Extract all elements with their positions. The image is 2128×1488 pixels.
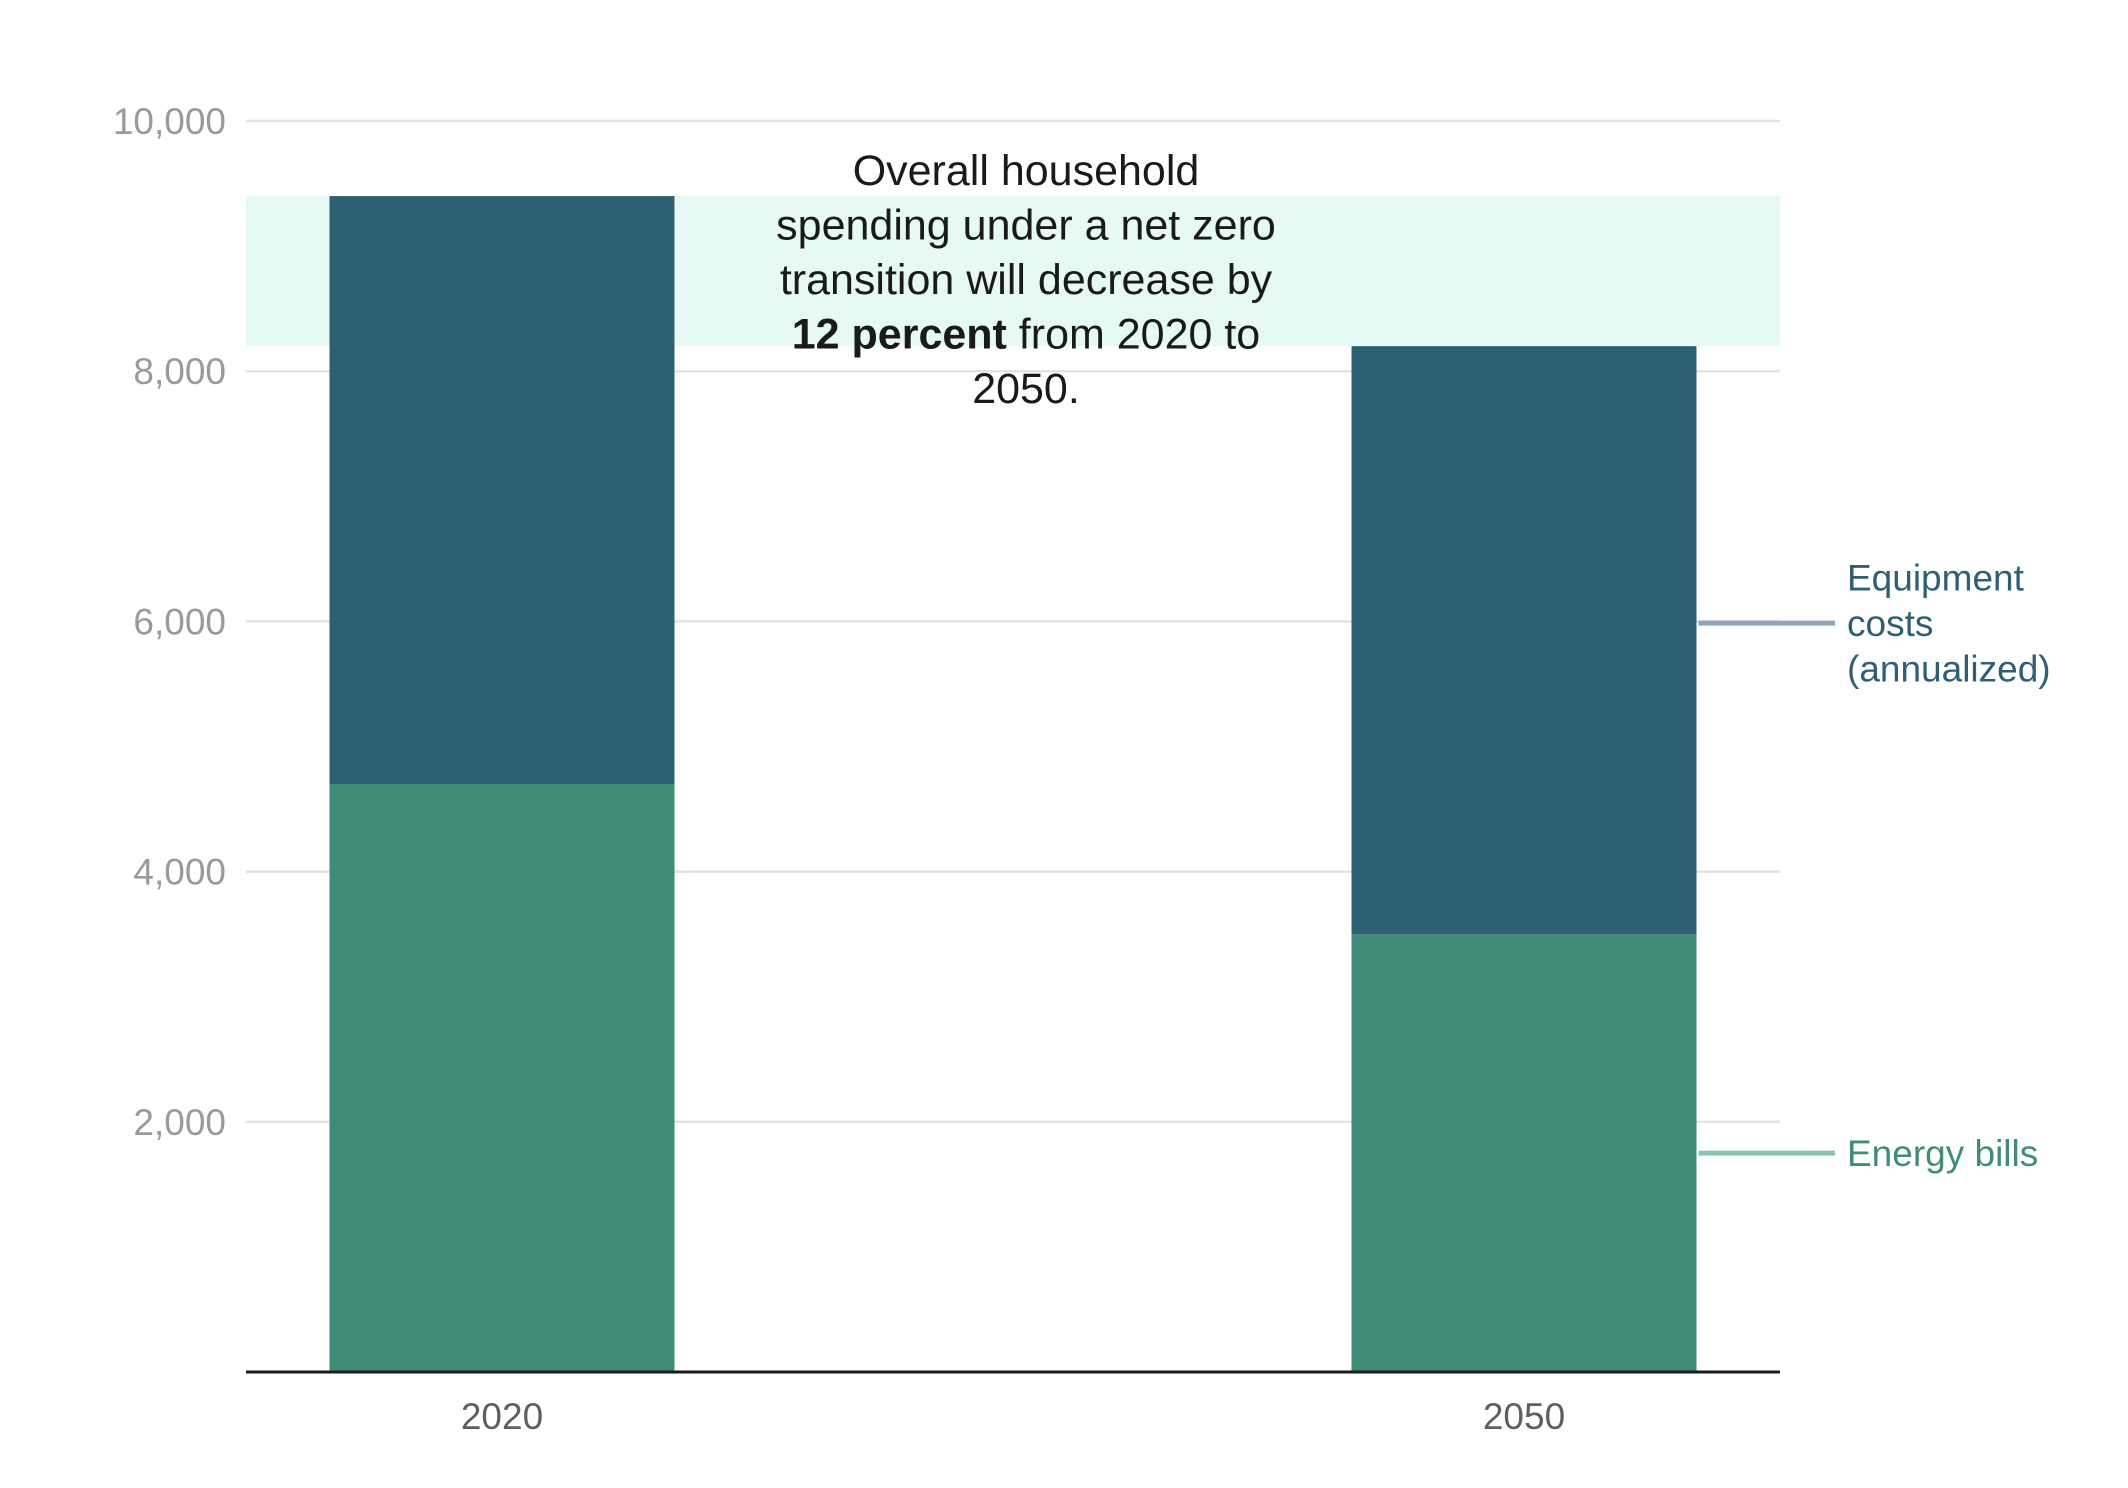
y-tick-label: 2,000 bbox=[133, 1102, 226, 1143]
annotation-emphasis: 12 percent bbox=[792, 311, 1007, 359]
x-tick-label-2020: 2020 bbox=[461, 1396, 543, 1437]
y-tick-label: 4,000 bbox=[133, 852, 226, 893]
annotation-line: 12 percent from 2020 to bbox=[792, 311, 1260, 359]
annotation-line: transition will decrease by bbox=[780, 256, 1273, 304]
y-tick-label: 10,000 bbox=[113, 101, 226, 142]
annotation-text: transition will decrease by bbox=[780, 256, 1273, 304]
series-label-line: (annualized) bbox=[1847, 649, 2051, 690]
annotation-text: spending under a net zero bbox=[776, 202, 1276, 250]
annotation-text: Overall household bbox=[853, 147, 1200, 195]
bar-energy-bills-2020 bbox=[329, 784, 675, 1372]
series-label-line: costs bbox=[1847, 603, 1933, 644]
annotation-text: from 2020 to bbox=[1007, 311, 1260, 359]
bar-equipment-costs-annualized-2020 bbox=[329, 196, 675, 785]
annotation-line: spending under a net zero bbox=[776, 202, 1276, 250]
x-tick-label-2050: 2050 bbox=[1483, 1396, 1565, 1437]
y-tick-label: 6,000 bbox=[133, 601, 226, 642]
annotation-text: 2050. bbox=[972, 365, 1080, 413]
series-label-line: Energy bills bbox=[1847, 1133, 2038, 1174]
series-label-equipment-costs-annualized: Equipment costs (annualized) bbox=[1847, 558, 2051, 690]
series-label-line: Equipment bbox=[1847, 558, 2025, 599]
bar-equipment-costs-annualized-2050 bbox=[1351, 346, 1697, 935]
y-tick-label: 8,000 bbox=[133, 351, 226, 392]
annotation-line: Overall household bbox=[853, 147, 1200, 195]
bar-energy-bills-2050 bbox=[1351, 934, 1697, 1372]
series-label-energy-bills: Energy bills bbox=[1847, 1133, 2038, 1174]
annotation-line: 2050. bbox=[972, 365, 1080, 413]
